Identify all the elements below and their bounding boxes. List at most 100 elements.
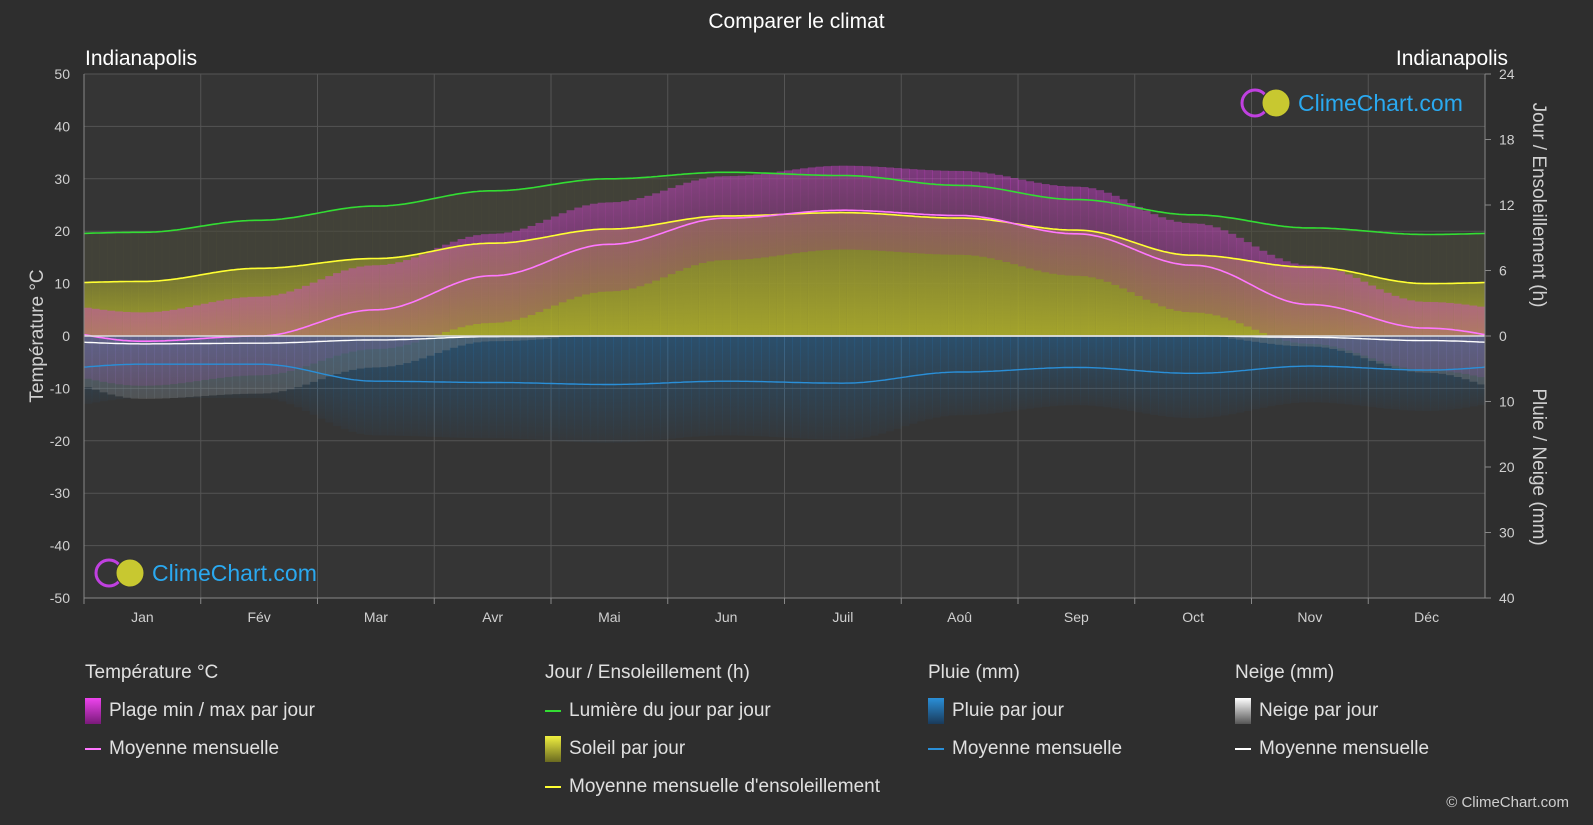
sunshine-bar — [862, 213, 871, 336]
rain-bar — [99, 336, 108, 402]
rain-bar — [582, 336, 591, 443]
sunshine-bar — [1041, 228, 1050, 336]
sunshine-bar — [659, 223, 669, 336]
rain-bar — [877, 336, 887, 434]
sunshine-bar — [675, 220, 684, 336]
rain-bar — [971, 336, 980, 415]
rain-bar — [1189, 336, 1198, 419]
rain-bar — [418, 336, 427, 437]
snow-bar — [1267, 336, 1276, 344]
sunshine-bar — [916, 216, 926, 336]
snow-bar — [200, 336, 210, 396]
rain-bar — [1329, 336, 1338, 404]
rain-bar — [146, 336, 155, 398]
temp-range-bar — [1228, 233, 1237, 321]
temp-range-swatch — [85, 697, 101, 724]
rain-bar — [589, 336, 599, 443]
rain-bar — [1165, 336, 1175, 417]
temp-range-bar — [1103, 192, 1112, 282]
legend-temperature: Température °C Plage min / max par jour … — [85, 662, 315, 774]
snow-bar — [449, 336, 459, 348]
rain-bar — [1391, 336, 1400, 410]
rain-bar — [348, 336, 357, 432]
y-left-tick-label: -30 — [50, 485, 70, 501]
rain-bar — [1204, 336, 1214, 418]
temp-range-bar — [488, 233, 498, 323]
legend-snow-daily: Neige par jour — [1259, 699, 1379, 721]
snow-bar — [138, 336, 147, 399]
y-left-tick-label: 30 — [54, 171, 70, 187]
rain-bar — [1049, 336, 1058, 407]
temp-range-bar — [644, 195, 653, 284]
temp-range-bar — [940, 170, 949, 255]
temp-range-bar — [909, 169, 918, 253]
snow-bar — [231, 336, 241, 395]
temp-range-bar — [823, 166, 832, 250]
snow-bar — [348, 336, 357, 370]
legend-temp-range: Plage min / max par jour — [109, 699, 315, 721]
sunshine-bar — [854, 212, 863, 336]
y-left-tick-label: 50 — [54, 66, 70, 82]
rain-bar — [442, 336, 451, 438]
temp-range-bar — [1018, 179, 1027, 267]
temp-range-bar — [979, 172, 988, 257]
snow-bar — [364, 336, 373, 368]
temp-range-bar — [1189, 223, 1198, 313]
temp-range-bar — [1212, 227, 1221, 316]
snow-bar — [1446, 336, 1455, 376]
rain-bar — [776, 336, 785, 438]
snow-bar — [1344, 336, 1354, 354]
temp-range-bar — [527, 225, 536, 316]
rain-bar — [1352, 336, 1361, 406]
rain-bar — [410, 336, 420, 437]
temp-range-bar — [1399, 298, 1408, 368]
sunshine-bar — [792, 213, 801, 336]
rain-mean-swatch — [928, 747, 944, 750]
snow-bar — [551, 336, 560, 339]
rain-bar — [255, 336, 264, 398]
temp-range-bar — [800, 168, 809, 253]
sunshine-bar — [1103, 234, 1112, 336]
snow-bar — [410, 336, 420, 361]
y-left-tick-label: 0 — [62, 328, 70, 344]
temp-range-bar — [449, 241, 459, 330]
temp-range-bar — [442, 244, 451, 332]
snow-bar — [1329, 336, 1338, 349]
rain-bar — [115, 336, 124, 400]
sunshine-bar — [691, 218, 700, 336]
daylight-swatch — [545, 709, 561, 712]
sunshine-bar — [122, 281, 132, 336]
sunshine-bar — [885, 214, 894, 336]
temp-range-bar — [496, 233, 505, 323]
legend-sunshine: Soleil par jour — [569, 737, 686, 759]
temp-range-bar — [1111, 195, 1120, 285]
snow-bar — [1337, 336, 1346, 351]
snow-bar — [356, 336, 365, 369]
rain-bar — [753, 336, 762, 437]
snow-mean-swatch — [1235, 747, 1251, 750]
snow-bar — [1399, 336, 1408, 371]
rain-bar — [846, 336, 856, 440]
snow-bar — [1383, 336, 1393, 367]
snow-bar — [1360, 336, 1369, 359]
temp-range-bar — [652, 193, 661, 281]
temp-range-bar — [862, 166, 871, 251]
temp-range-bar — [885, 167, 894, 252]
sunshine-bar — [768, 214, 778, 336]
sunshine-bar — [169, 279, 178, 336]
temp-range-bar — [932, 170, 941, 255]
temp-range-bar — [877, 167, 887, 251]
rain-bar — [636, 336, 645, 442]
rain-bar — [364, 336, 373, 436]
rain-bar — [1453, 336, 1463, 409]
rain-bar — [714, 336, 723, 436]
temp-range-bar — [387, 263, 396, 348]
snow-bar — [403, 336, 412, 364]
sunshine-bar — [776, 214, 785, 336]
rain-bar — [535, 336, 544, 440]
snow-bar — [1422, 336, 1432, 373]
rain-bar — [698, 336, 708, 437]
sunshine-bar — [909, 216, 918, 336]
sunshine-bar — [138, 281, 147, 336]
location-right-label: Indianapolis — [1395, 47, 1508, 70]
